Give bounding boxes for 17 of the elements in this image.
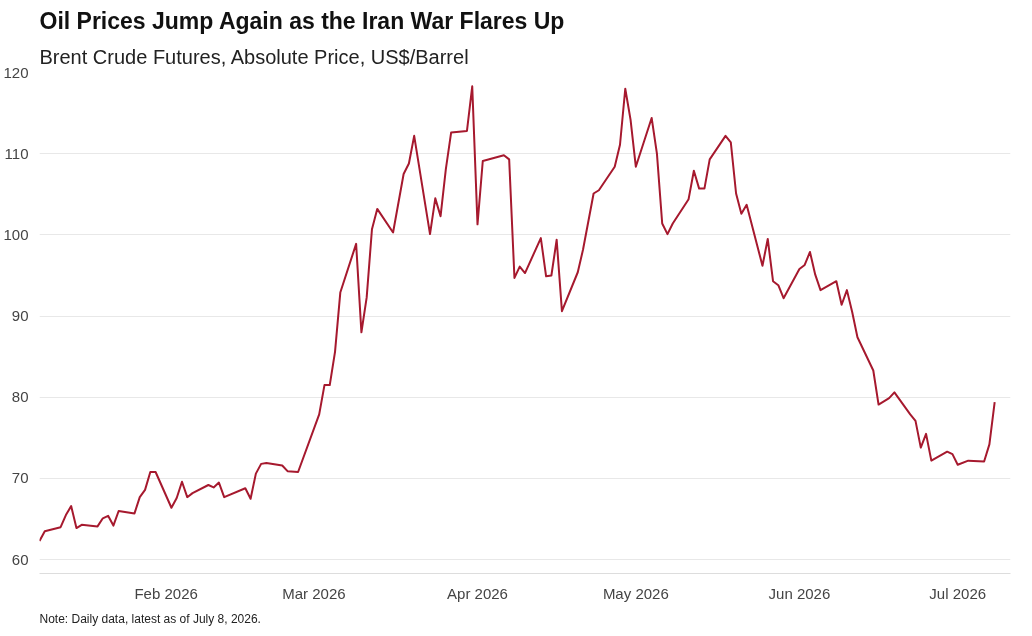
line-series [39, 85, 996, 543]
x-tick-label: May 2026 [602, 584, 669, 602]
x-tick-label: Jun 2026 [768, 584, 831, 602]
y-tick-label: 120 [3, 63, 29, 81]
y-tick-label: 80 [11, 388, 29, 406]
chart-title: Oil Prices Jump Again as the Iran War Flares Up [39, 7, 565, 34]
y-tick-label: 60 [11, 550, 29, 568]
y-tick-label: 110 [4, 144, 29, 162]
x-tick-label: Mar 2026 [282, 584, 346, 602]
chart-subtitle: Brent Crude Futures, Absolute Price, US$/Barrel [39, 45, 469, 68]
y-tick-label: 100 [3, 225, 29, 243]
x-tick-label: Feb 2026 [134, 584, 198, 602]
x-tick-label: Apr 2026 [447, 584, 508, 602]
x-tick-label: Jul 2026 [929, 584, 987, 602]
y-tick-label: 70 [11, 469, 29, 487]
text: Note: Daily data, latest as of July 8, 2026. [39, 611, 261, 626]
y-tick-label: 90 [11, 307, 29, 325]
